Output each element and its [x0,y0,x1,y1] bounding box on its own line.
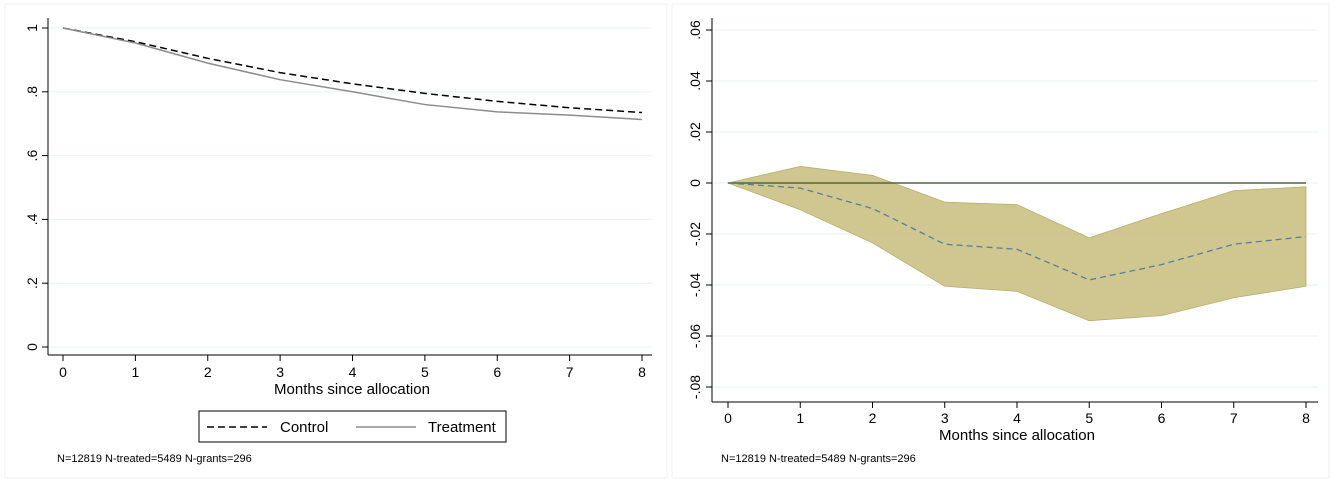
right-x-tick-label-1: 1 [796,410,804,426]
right-x-tick-label-5: 5 [1085,410,1093,426]
left-x-tick-label-3: 3 [276,364,284,380]
left-x-tick-label-2: 2 [204,364,212,380]
left-panel-frame [4,3,668,479]
legend-box [198,410,507,443]
legend: Control Treatment [198,410,507,443]
left-x-tick-label-0: 0 [59,364,67,380]
left-x-tick-label-5: 5 [421,364,429,380]
right-y-tick-label-1: -.06 [687,324,703,348]
right-estimate-line [727,182,1307,281]
right-series [727,182,1307,281]
right-x-tick-label-4: 4 [1013,410,1021,426]
left-axes [47,18,652,356]
left-x-axis-label: Months since allocation [274,381,430,398]
left-y-tick-label-1: .2 [24,277,40,289]
right-axes [711,18,1318,403]
right-y-tick-label-0: -.08 [687,375,703,399]
right-sample-note: N=12819 N-treated=5489 N-grants=296 [721,453,916,465]
right-confidence-band [726,166,1307,322]
left-sample-note: N=12819 N-treated=5489 N-grants=296 [57,453,252,465]
right-ticks: -.08 -.06 -.04 -.02 0 .02 .04 .06 0 1 2 3 4 5 6 7 8 [687,20,1310,426]
right-y-tick-label-3: -.02 [687,222,703,246]
right-x-tick-label-0: 0 [724,410,732,426]
right-x-tick-label-3: 3 [941,410,949,426]
legend-control-label: Control [280,419,328,436]
left-y-tick-label-5: 1 [24,24,40,32]
right-y-tick-label-4: 0 [687,179,703,187]
left-y-tick-label-0: 0 [24,343,40,351]
left-series-line-treatment [62,27,643,121]
left-series [62,27,643,121]
left-x-tick-label-7: 7 [566,364,574,380]
right-x-tick-label-6: 6 [1158,410,1166,426]
left-x-tick-label-8: 8 [638,364,646,380]
left-y-tick-label-4: .8 [24,86,40,98]
right-ci-band [726,166,1307,322]
left-x-tick-label-4: 4 [349,364,357,380]
right-x-tick-label-8: 8 [1302,410,1310,426]
legend-treatment-label: Treatment [428,419,497,436]
right-y-tick-label-2: -.04 [687,273,703,297]
left-series-line-control [62,27,643,114]
right-y-tick-label-6: .04 [687,71,703,91]
left-x-tick-label-1: 1 [131,364,139,380]
right-x-axis-label: Months since allocation [939,427,1095,444]
left-y-tick-label-2: .4 [24,213,40,225]
left-ticks: 0 .2 .4 .6 .8 1 0 1 2 3 4 5 6 7 8 [24,24,646,380]
right-x-tick-label-2: 2 [869,410,877,426]
left-y-tick-label-3: .6 [24,150,40,162]
left-x-tick-label-6: 6 [493,364,501,380]
right-x-tick-label-7: 7 [1230,410,1238,426]
right-y-tick-label-5: .02 [687,122,703,142]
right-y-tick-label-7: .06 [687,20,703,40]
